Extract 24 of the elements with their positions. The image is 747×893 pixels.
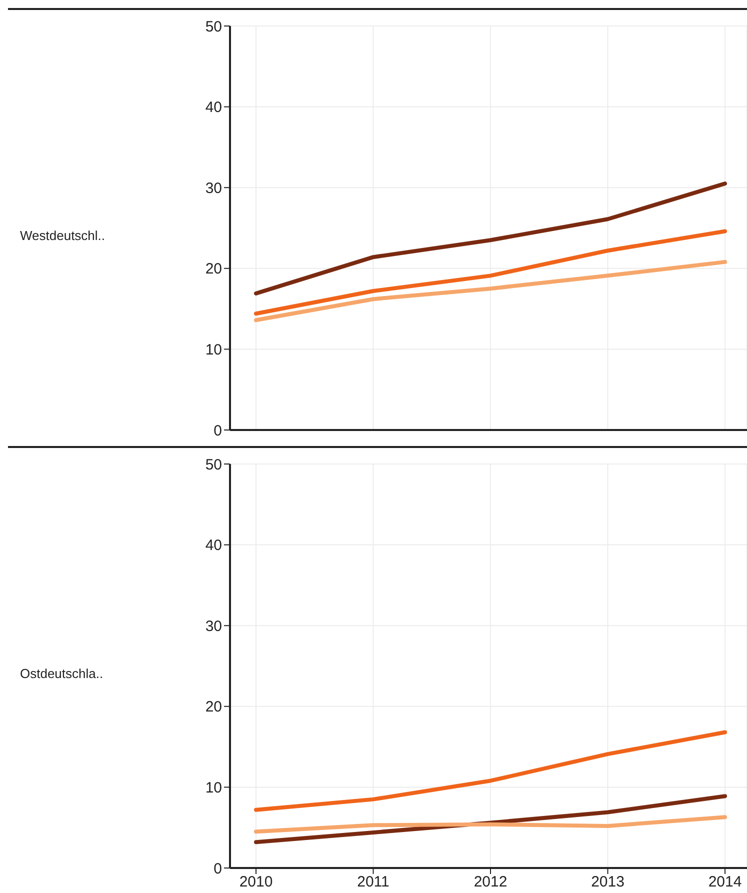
line-series [254, 730, 727, 812]
y-tick-label: 0 [214, 860, 222, 878]
y-axis-title: Ostdeutschla.. [20, 666, 104, 682]
y-tick-label: 20 [205, 260, 222, 278]
y-tick-label: 10 [205, 780, 222, 797]
x-tick-label: 2010 [239, 874, 273, 891]
x-tick-label: 2013 [591, 874, 624, 891]
y-tick-label: 50 [205, 456, 222, 474]
y-tick-label: 30 [205, 180, 222, 197]
line-series [254, 260, 727, 322]
y-axis-title: Westdeutschl.. [20, 228, 106, 244]
y-tick-label: 10 [205, 342, 222, 359]
x-tick-label: 2012 [474, 874, 508, 891]
y-tick-label: 20 [205, 698, 222, 716]
line-series [254, 815, 727, 834]
x-tick-label: 2014 [708, 874, 742, 891]
line-series [254, 229, 727, 316]
y-tick-label: 50 [205, 18, 222, 36]
x-tick-label: 2011 [357, 874, 390, 891]
y-tick-label: 0 [214, 422, 222, 440]
y-tick-label: 40 [205, 99, 222, 116]
line-series [254, 182, 727, 296]
y-tick-label: 30 [205, 618, 222, 635]
y-tick-label: 40 [205, 537, 222, 554]
